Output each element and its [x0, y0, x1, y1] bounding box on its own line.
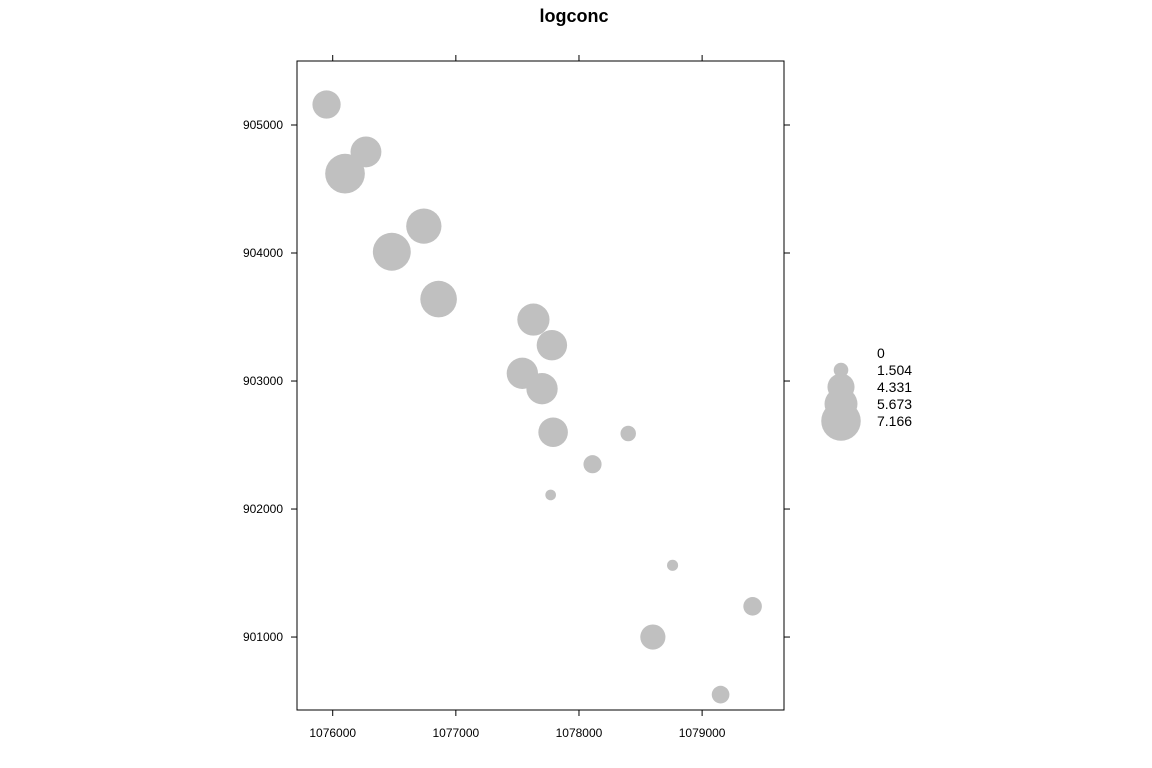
x-tick-label-2: 1077000 — [432, 726, 479, 740]
x-tick-label-1: 1076000 — [309, 726, 356, 740]
data-point-4 — [372, 232, 411, 271]
data-point-3 — [325, 153, 365, 194]
data-point-10 — [526, 373, 558, 405]
data-point-6 — [420, 280, 457, 318]
x-tick-label-4: 1079000 — [679, 726, 726, 740]
data-point-14 — [545, 489, 556, 501]
data-point-5 — [406, 208, 442, 244]
legend-label-4: 5.673 — [877, 396, 912, 412]
legend-marker-5 — [821, 401, 861, 441]
data-point-16 — [743, 597, 762, 616]
data-point-11 — [538, 417, 568, 448]
y-tick-label-1: 901000 — [243, 630, 283, 644]
legend-label-3: 4.331 — [877, 379, 912, 395]
y-tick-label-5: 905000 — [243, 118, 283, 132]
data-point-12 — [620, 425, 636, 442]
data-point-18 — [711, 685, 730, 704]
y-tick-label-2: 902000 — [243, 502, 283, 516]
data-point-7 — [517, 303, 550, 336]
legend-label-2: 1.504 — [877, 362, 912, 378]
legend-marker-2 — [833, 362, 849, 378]
y-tick-label-3: 903000 — [243, 374, 283, 388]
points-layer — [312, 90, 762, 704]
data-point-1 — [312, 90, 341, 119]
data-point-13 — [583, 455, 602, 474]
data-point-8 — [536, 329, 568, 361]
x-tick-label-3: 1078000 — [556, 726, 603, 740]
y-tick-label-4: 904000 — [243, 246, 283, 260]
chart-title: logconc — [539, 6, 608, 26]
axes-layer: 1076000 1077000 1078000 1079000 901000 902000… — [243, 55, 790, 740]
data-point-15 — [667, 559, 679, 571]
legend-label-1: 0 — [877, 345, 885, 361]
plot-frame — [296, 60, 785, 711]
legend-label-5: 7.166 — [877, 413, 912, 429]
data-point-17 — [640, 624, 666, 650]
